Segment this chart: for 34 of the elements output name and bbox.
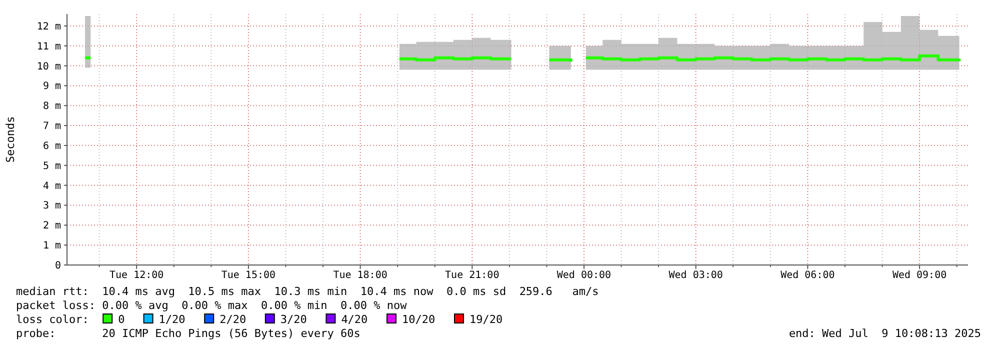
y-tick-label: 8 m	[42, 101, 61, 112]
y-tick-label: 3 m	[42, 200, 61, 212]
y-tick-label: 4 m	[42, 180, 61, 192]
x-tick-label: Wed 03:00	[668, 270, 723, 281]
text: packet loss: 0.00 % avg 0.00 % max 0.00 % min 0.00 % now	[16, 299, 408, 312]
legend-label: 2/20	[220, 313, 246, 326]
y-tick-label: 6 m	[42, 140, 61, 152]
y-tick-label: 10 m	[36, 61, 61, 72]
x-tick-label: Tue 18:00	[333, 270, 388, 281]
legend-label: 19/20	[470, 313, 503, 326]
y-tick-label: 12 m	[36, 21, 61, 32]
x-tick-label: Tue 21:00	[445, 270, 500, 281]
y-axis-title: Seconds	[4, 116, 17, 163]
legend-label: 1/20	[158, 313, 186, 326]
text: end: Wed Jul 9 10:08:13 2025	[788, 327, 981, 340]
x-tick-label: Wed 09:00	[892, 270, 947, 281]
legend-label: 10/20	[402, 313, 436, 326]
legend-label: 3/20	[280, 313, 307, 326]
legend-title: loss color:	[16, 313, 89, 326]
y-tick-label: 11 m	[36, 41, 61, 52]
x-tick-label: Wed 06:00	[780, 270, 835, 281]
y-tick-label: 9 m	[42, 81, 61, 92]
legend-label: 4/20	[341, 313, 368, 326]
text: probe: 20 ICMP Echo Pings (56 Bytes) every 60s	[16, 327, 360, 340]
text: median rtt: 10.4 ms avg 10.5 ms max 10.3 ms min 10.4 ms now 0.0 ms sd 259.6 am/s	[16, 285, 599, 298]
x-tick-label: Tue 12:00	[110, 270, 164, 281]
y-tick-label: 2 m	[42, 220, 61, 232]
legend-label: 0	[118, 313, 125, 326]
x-tick-label: Wed 00:00	[556, 270, 612, 281]
y-tick-label: 5 m	[42, 160, 61, 172]
y-tick-label: 7 m	[42, 121, 61, 132]
y-tick-label: 0	[54, 260, 61, 272]
x-tick-label: Tue 15:00	[221, 270, 276, 281]
y-tick-label: 1 m	[42, 240, 61, 252]
